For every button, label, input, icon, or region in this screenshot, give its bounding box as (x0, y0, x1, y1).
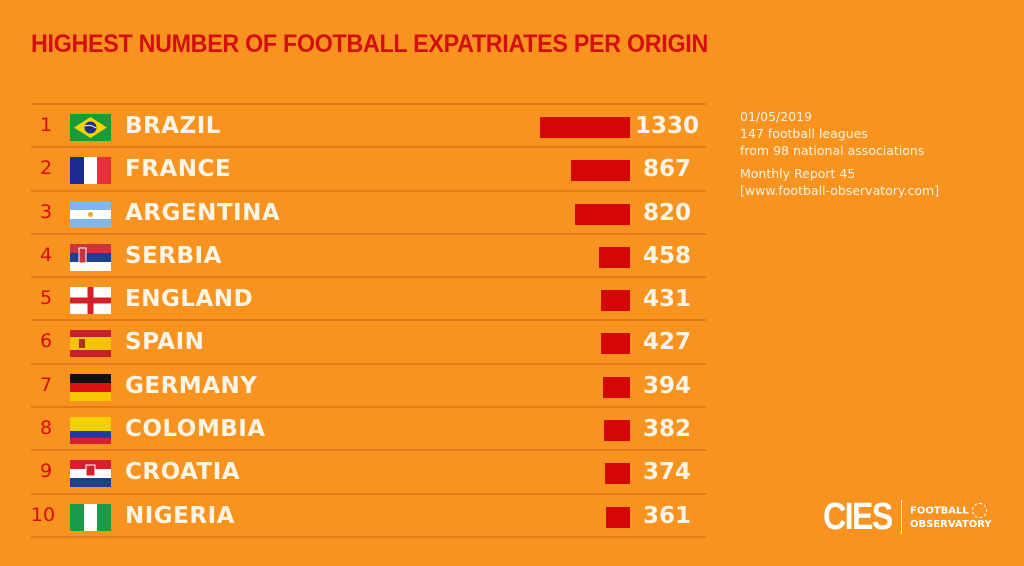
country-name: BRAZIL (125, 113, 221, 139)
rank-number: 9 (39, 460, 53, 483)
table-row: 3 ARGENTINA 820 (31, 192, 706, 235)
table-row: 5 ENGLAND 431 (31, 278, 706, 322)
table-row: 6 SPAIN 427 (31, 321, 706, 365)
country-name: ARGENTINA (125, 199, 281, 226)
croatia-flag-icon (70, 460, 111, 488)
country-name: ENGLAND (125, 286, 254, 313)
rank-number: 8 (39, 417, 53, 440)
rank-number: 4 (39, 243, 53, 266)
country-name: COLOMBIA (125, 416, 266, 443)
country-name: CROATIA (125, 459, 241, 486)
date-text: 01/05/2019 (740, 109, 813, 124)
table-row: 7 GERMANY 394 (31, 365, 706, 409)
argentina-flag-icon (70, 200, 111, 228)
value-label: 427 (642, 329, 691, 356)
rank-number: 6 (39, 330, 53, 353)
rank-number: 7 (39, 373, 53, 396)
rank-number: 5 (39, 287, 53, 310)
value-label: 1330 (635, 113, 700, 139)
chart-title: HIGHEST NUMBER OF FOOTBALL EXPATRIATES P… (31, 30, 708, 58)
bar (599, 246, 630, 268)
bar (605, 463, 630, 485)
value-label: 458 (642, 242, 691, 269)
logo-line2: OBSERVATORY (910, 519, 992, 530)
rank-number: 2 (39, 157, 53, 180)
nigeria-flag-icon (70, 503, 111, 531)
bar (601, 333, 630, 355)
spain-flag-icon (70, 330, 111, 358)
football-observatory-text: FOOTBALL OBSERVATORY (910, 503, 992, 531)
website-text: [www.football-observatory.com] (740, 183, 940, 198)
value-label: 361 (642, 502, 691, 529)
bar (601, 290, 630, 312)
top-rule (31, 103, 706, 105)
germany-flag-icon (70, 373, 111, 401)
leagues-text: 147 football leagues (740, 126, 868, 141)
bar (604, 420, 630, 442)
table-row: 4 SERBIA 458 (31, 235, 706, 279)
info-panel: 01/05/2019 147 football leagues from 98 … (740, 108, 939, 199)
cies-wordmark: CIES (823, 495, 893, 538)
report-text: Monthly Report 45 (740, 166, 856, 181)
country-name: SPAIN (125, 329, 205, 356)
bar (540, 117, 630, 138)
rank-number: 1 (39, 114, 53, 136)
bar (575, 203, 630, 225)
country-name: SERBIA (125, 242, 222, 269)
table-row: 10 NIGERIA 361 (31, 495, 706, 538)
cies-logo: CIES FOOTBALL OBSERVATORY (823, 495, 992, 538)
value-label: 374 (642, 459, 691, 486)
bar (571, 160, 630, 182)
country-name: GERMANY (125, 372, 258, 399)
logo-line1: FOOTBALL (910, 505, 969, 517)
ranking-table: 1 BRAZIL 1330 2 FRANCE 867 3 ARGENTINA 820 4 SERBI… (31, 103, 706, 538)
england-flag-icon (70, 287, 111, 315)
serbia-flag-icon (70, 243, 111, 271)
value-label: 394 (642, 372, 691, 399)
associations-text: from 98 national associations (740, 143, 925, 158)
france-flag-icon (70, 157, 111, 185)
rank-number: 3 (39, 200, 53, 223)
football-icon (971, 503, 987, 518)
country-name: NIGERIA (125, 502, 235, 529)
logo-divider (901, 500, 902, 534)
value-label: 867 (642, 156, 691, 183)
value-label: 820 (642, 199, 691, 226)
bar (606, 506, 630, 528)
table-row: 2 FRANCE 867 (31, 148, 706, 192)
value-label: 431 (642, 286, 691, 313)
table-row: 8 COLOMBIA 382 (31, 408, 706, 452)
table-row: 9 CROATIA 374 (31, 451, 706, 495)
value-label: 382 (642, 416, 691, 443)
table-row: 1 BRAZIL 1330 (31, 105, 706, 149)
bar (603, 376, 630, 398)
country-name: FRANCE (125, 156, 232, 183)
colombia-flag-icon (70, 417, 111, 445)
rank-number: 10 (30, 503, 56, 526)
brazil-flag-icon (70, 114, 111, 141)
